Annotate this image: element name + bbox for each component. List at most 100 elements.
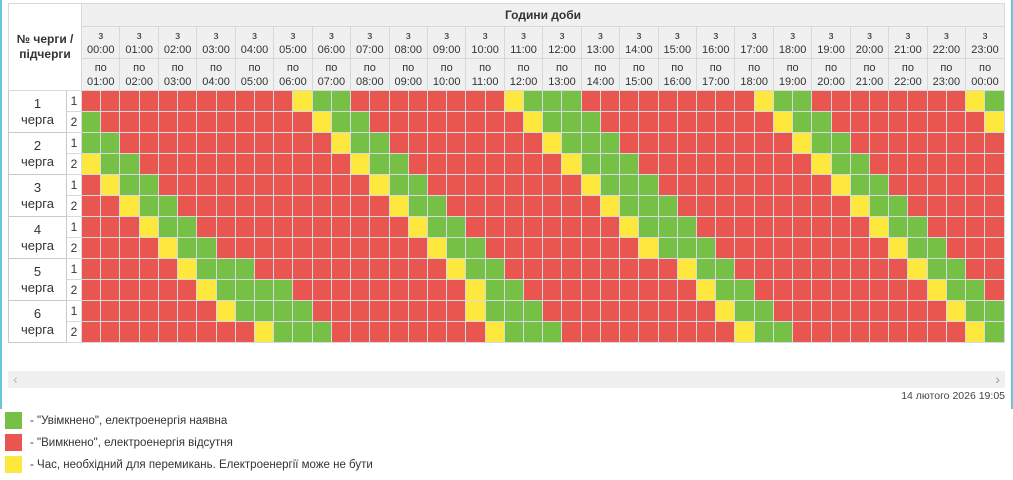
- slot-switch: [599, 195, 621, 217]
- slot-off: [426, 300, 448, 322]
- slot-off: [792, 279, 813, 301]
- slot-off: [484, 195, 505, 217]
- slot-on: [830, 132, 851, 154]
- slot-on: [138, 195, 159, 217]
- slot-off: [734, 174, 755, 196]
- scroll-left-icon[interactable]: ‹: [13, 371, 18, 387]
- slot-on: [849, 153, 870, 175]
- slot-off: [926, 195, 947, 217]
- slot-on: [81, 132, 102, 154]
- slot-on: [772, 90, 794, 112]
- slot-on: [503, 321, 525, 343]
- slot-off: [388, 132, 409, 154]
- slot-on: [868, 174, 890, 196]
- slot-off: [849, 279, 870, 301]
- slot-switch: [772, 111, 794, 133]
- slot-off: [503, 153, 525, 175]
- horizontal-scrollbar[interactable]: ‹ ›: [8, 371, 1005, 388]
- slot-off: [138, 237, 159, 259]
- slot-off: [465, 111, 486, 133]
- slot-off: [253, 174, 275, 196]
- slot-off: [984, 195, 1005, 217]
- hour-to-14: по 15:00: [619, 58, 659, 91]
- slot-off: [100, 237, 121, 259]
- slot-off: [753, 174, 774, 196]
- slot-off: [561, 321, 582, 343]
- subqueue-label: 2: [65, 279, 83, 301]
- slot-off: [792, 237, 813, 259]
- slot-off: [965, 258, 986, 280]
- hour-from-19: з 19:00: [811, 26, 851, 59]
- slot-off: [100, 258, 121, 280]
- slot-off: [119, 237, 140, 259]
- slot-on: [523, 300, 544, 322]
- slot-off: [350, 258, 371, 280]
- slot-off: [100, 195, 121, 217]
- slot-off: [503, 174, 525, 196]
- slot-on: [350, 132, 371, 154]
- slot-off: [715, 237, 736, 259]
- slot-off: [426, 258, 448, 280]
- slot-off: [945, 111, 967, 133]
- slot-off: [542, 174, 563, 196]
- hour-to-5: по 06:00: [273, 58, 313, 91]
- slot-switch: [849, 195, 870, 217]
- hour-to-2: по 03:00: [157, 58, 198, 91]
- slot-off: [792, 321, 813, 343]
- slot-off: [580, 300, 601, 322]
- slot-off: [119, 111, 140, 133]
- slot-off: [311, 132, 332, 154]
- slot-off: [792, 195, 813, 217]
- slot-off: [330, 279, 352, 301]
- slot-off: [407, 111, 428, 133]
- slot-off: [926, 321, 947, 343]
- slot-switch: [81, 153, 102, 175]
- slot-on: [81, 111, 102, 133]
- slot-off: [407, 258, 428, 280]
- slot-off: [100, 111, 121, 133]
- slot-off: [849, 90, 870, 112]
- slot-off: [273, 195, 294, 217]
- hour-to-20: по 21:00: [849, 58, 890, 91]
- schedule-row-queue1-sub2: 2: [9, 111, 1005, 133]
- scroll-right-icon[interactable]: ›: [995, 371, 1000, 387]
- slot-off: [965, 174, 986, 196]
- hour-from-2: з 02:00: [157, 26, 198, 59]
- schedule-row-queue1-sub1: 1 черга 1: [8, 90, 1005, 133]
- slot-off: [253, 90, 275, 112]
- slot-off: [734, 237, 755, 259]
- slot-on: [772, 321, 794, 343]
- slot-off: [792, 216, 813, 238]
- slot-on: [696, 258, 717, 280]
- schedule-row-queue5-sub2: 2: [9, 279, 1005, 301]
- slot-off: [100, 216, 121, 238]
- slot-off: [369, 111, 390, 133]
- hour-from-12: з 12:00: [542, 26, 582, 59]
- slot-off: [369, 279, 390, 301]
- slot-off: [945, 216, 967, 238]
- slot-off: [177, 279, 198, 301]
- slot-off: [657, 321, 678, 343]
- slot-off: [580, 279, 601, 301]
- schedule-row-queue2-sub2: 2: [9, 153, 1005, 175]
- subqueue-label: 1: [65, 258, 83, 280]
- hour-to-9: по 10:00: [426, 58, 467, 91]
- slot-off: [426, 132, 448, 154]
- slot-switch: [984, 111, 1005, 133]
- hour-from-4: з 04:00: [234, 26, 275, 59]
- slot-off: [196, 321, 217, 343]
- slot-off: [638, 300, 659, 322]
- slot-on: [407, 195, 428, 217]
- legend-swatch-switch: [5, 456, 22, 473]
- header-title-row: № черги / підчерги Години доби: [7, 3, 1005, 91]
- slot-on: [196, 258, 217, 280]
- hour-from-21: з 21:00: [888, 26, 928, 59]
- slot-on: [253, 279, 275, 301]
- slot-off: [945, 195, 967, 217]
- slot-off: [868, 300, 890, 322]
- slot-off: [100, 321, 121, 343]
- slot-off: [273, 216, 294, 238]
- slot-off: [907, 90, 928, 112]
- slot-off: [369, 258, 390, 280]
- slot-switch: [945, 300, 967, 322]
